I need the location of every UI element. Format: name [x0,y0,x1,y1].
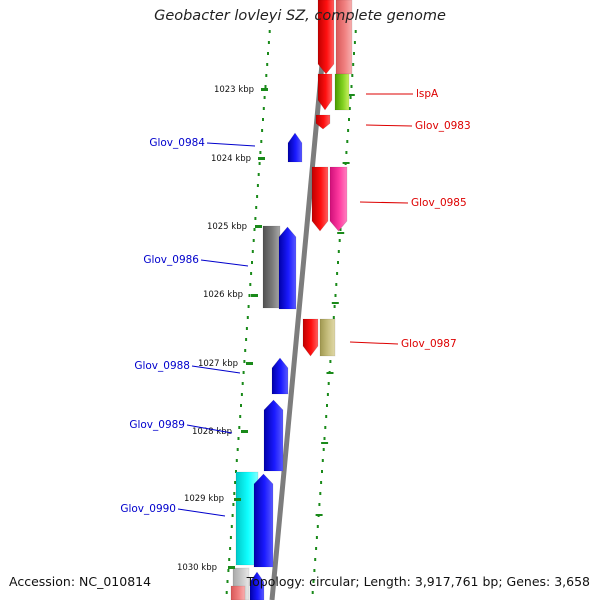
gene-label[interactable]: Glov_0986 [143,254,199,266]
minor-tick [337,232,345,234]
gene-leader-line [359,201,409,204]
gene-arrow-reverse[interactable] [302,318,319,357]
gene-labels: Glov_0984 Glov_0986 Glov_0988 Glov_0989 Glov… [120,88,471,517]
minor-tick [321,442,329,444]
kbp-tick-label: 1023 kbp [214,85,254,95]
gene-leader-line [177,508,226,517]
gene-arrow-reverse[interactable] [317,0,335,75]
kbp-tick-label: 1025 kbp [207,222,247,232]
map-title: Geobacter lovleyi SZ, complete genome [154,8,446,24]
kbp-tick-mark [246,362,253,365]
gene-arrow-forward[interactable] [263,399,284,472]
gene-arrow-reverse[interactable] [317,73,333,111]
gene-leader-line [349,341,399,345]
gene-label[interactable]: Glov_0990 [120,503,176,515]
gene-block-forward[interactable] [230,585,246,600]
gene-leader-line [365,124,413,127]
kbp-tick-mark [234,498,241,501]
gene-block-forward[interactable] [262,225,281,309]
gene-arrow-forward[interactable] [287,132,303,163]
kbp-tick-mark [228,566,235,569]
gene-leader-line [200,259,249,267]
gene-block-reverse[interactable] [319,318,336,357]
gene-label[interactable]: Glov_0983 [415,120,471,132]
kbp-tick-mark [255,225,262,228]
gene-leader-line [186,424,233,434]
gene-leader-line [191,365,241,374]
kbp-tick-mark [258,157,265,160]
outer-scale-dots [225,30,271,594]
kbp-tick-label: 1024 kbp [211,154,251,164]
kbp-tick-label: 1026 kbp [203,290,243,300]
minor-tick [326,372,334,374]
gene-label[interactable]: Glov_0984 [149,137,205,149]
minor-tick [347,94,355,96]
minor-tick [331,302,339,304]
gene-label[interactable]: Glov_0987 [401,338,457,350]
gene-block-reverse[interactable] [335,0,353,75]
minor-tick [315,514,323,516]
topology-summary: Topology: circular; Length: 3,917,761 bp… [246,574,590,589]
kbp-ruler: 1023 kbp 1024 kbp 1025 kbp 1026 kbp 1027 kbp… [177,85,268,573]
kbp-tick-label: 1029 kbp [184,494,224,504]
kbp-tick-mark [251,294,258,297]
gene-arrow-forward[interactable] [253,473,274,568]
gene-label[interactable]: Glov_0985 [411,197,467,209]
gene-arrow-reverse[interactable] [329,166,348,232]
gene-block-lspA[interactable] [334,73,350,111]
kbp-tick-label: 1030 kbp [177,563,217,573]
gene-arrow-forward[interactable] [278,226,297,310]
kbp-tick-label: 1028 kbp [192,427,232,437]
gene-leader-line [206,142,256,147]
gene-arrow-reverse[interactable] [315,114,331,130]
gene-label[interactable]: Glov_0988 [134,360,190,372]
gene-features [230,0,353,600]
kbp-tick-mark [261,88,268,91]
minor-tick [342,162,350,164]
kbp-tick-mark [241,430,248,433]
gene-label[interactable]: lspA [416,88,439,100]
accession-label: Accession: NC_010814 [9,574,152,589]
gene-arrow-forward[interactable] [271,357,289,395]
gene-label[interactable]: Glov_0989 [129,419,185,431]
gene-arrow-forward[interactable] [249,571,265,600]
gene-arrow-reverse[interactable] [311,166,329,232]
kbp-tick-label: 1027 kbp [198,359,238,369]
